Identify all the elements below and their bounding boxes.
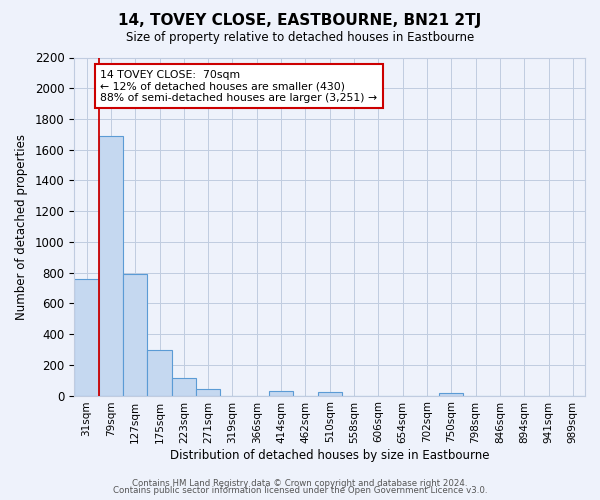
- Bar: [99, 136, 123, 396]
- Text: Size of property relative to detached houses in Eastbourne: Size of property relative to detached ho…: [126, 31, 474, 44]
- Bar: [123, 274, 148, 396]
- Bar: [439, 394, 463, 396]
- Bar: [74, 279, 99, 396]
- Bar: [172, 378, 196, 396]
- Bar: [317, 392, 342, 396]
- Bar: [269, 391, 293, 396]
- Text: 14 TOVEY CLOSE:  70sqm
← 12% of detached houses are smaller (430)
88% of semi-de: 14 TOVEY CLOSE: 70sqm ← 12% of detached …: [100, 70, 377, 103]
- Bar: [196, 390, 220, 396]
- Text: Contains HM Land Registry data © Crown copyright and database right 2024.: Contains HM Land Registry data © Crown c…: [132, 478, 468, 488]
- Text: Contains public sector information licensed under the Open Government Licence v3: Contains public sector information licen…: [113, 486, 487, 495]
- Y-axis label: Number of detached properties: Number of detached properties: [15, 134, 28, 320]
- Text: 14, TOVEY CLOSE, EASTBOURNE, BN21 2TJ: 14, TOVEY CLOSE, EASTBOURNE, BN21 2TJ: [118, 12, 482, 28]
- X-axis label: Distribution of detached houses by size in Eastbourne: Distribution of detached houses by size …: [170, 450, 490, 462]
- Bar: [148, 350, 172, 396]
